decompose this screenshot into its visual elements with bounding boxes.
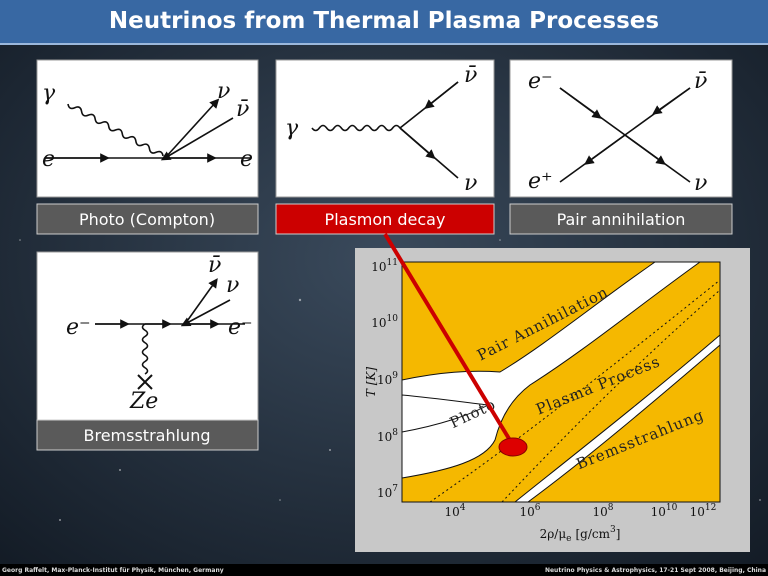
neutrino-line xyxy=(184,278,218,325)
particle-label: e⁻ xyxy=(66,315,91,340)
particle-label: e xyxy=(240,147,253,172)
pointer-ellipse xyxy=(498,437,528,457)
antineutrino-arrow xyxy=(424,81,459,109)
caption-box xyxy=(36,419,259,451)
nucleus-cross xyxy=(137,374,153,390)
caption: Photo (Compton) xyxy=(79,210,215,229)
white-band xyxy=(513,333,721,503)
white-band xyxy=(401,261,702,479)
tick-base: 10 xyxy=(371,260,386,274)
tick-exponent: 8 xyxy=(392,428,398,438)
tick-base: 10 xyxy=(377,373,392,387)
particle-label: ν xyxy=(226,273,239,298)
footer-right: Neutrino Physics & Astrophysics, 17-21 S… xyxy=(545,567,766,574)
title-bar xyxy=(0,0,768,43)
x-label-unit: [g/cm xyxy=(575,527,610,541)
x-label-close: ] xyxy=(616,527,621,541)
dotted-line xyxy=(429,279,721,503)
y-tick-label: 107 xyxy=(377,484,398,500)
antineutrino-line xyxy=(160,117,234,161)
tick-exponent: 11 xyxy=(387,258,398,268)
x-tick-label: 1012 xyxy=(690,503,717,519)
tick-base: 10 xyxy=(519,505,534,519)
caption-box-highlight xyxy=(275,203,495,235)
x-label-text: 2ρ/μ xyxy=(540,527,567,541)
particle-label: ν̄ xyxy=(208,253,221,278)
tick-base: 10 xyxy=(377,430,392,444)
caption-box xyxy=(509,203,733,235)
fermion-arrow xyxy=(584,134,626,165)
particle-label: ν xyxy=(694,171,707,196)
caption-box xyxy=(36,203,259,235)
photon-line xyxy=(67,103,164,157)
antineutrino-line xyxy=(180,299,231,327)
particle-label: ν xyxy=(464,171,477,196)
tick-base: 10 xyxy=(592,505,607,519)
caption: Bremsstrahlung xyxy=(84,426,211,445)
y-tick-label: 109 xyxy=(377,371,398,387)
neutrino-arrow xyxy=(399,127,436,160)
tick-base: 10 xyxy=(651,505,666,519)
tick-base: 10 xyxy=(377,486,392,500)
x-tick-label: 1010 xyxy=(651,503,678,519)
antineutrino-arrow xyxy=(652,87,691,115)
tick-exponent: 6 xyxy=(535,503,541,513)
particle-label: γ xyxy=(285,116,299,141)
particle-label: ν̄ xyxy=(694,69,707,94)
diagram-box xyxy=(509,59,733,198)
tick-exponent: 12 xyxy=(705,503,716,513)
diagram-box xyxy=(36,251,259,421)
caption: Plasmon decay xyxy=(325,210,446,229)
particle-label: ν̄ xyxy=(236,97,249,122)
diagram-box xyxy=(36,59,259,198)
footer-bar xyxy=(0,564,768,576)
particle-label: γ xyxy=(42,81,56,106)
stars xyxy=(19,239,761,521)
slide-title: Neutrinos from Thermal Plasma Processes xyxy=(109,8,659,34)
tick-exponent: 7 xyxy=(392,484,398,494)
neutrino-line xyxy=(164,98,220,159)
particle-label: e xyxy=(42,147,55,172)
photon-line xyxy=(141,323,149,375)
x-tick-label: 108 xyxy=(592,503,613,519)
fermion-arrow xyxy=(559,87,602,119)
x-label-subscript: e xyxy=(566,534,571,544)
x-label-exponent: 3 xyxy=(610,525,616,535)
neutrino-arrow xyxy=(624,134,666,165)
tick-exponent: 10 xyxy=(387,314,399,324)
x-axis-label: 2ρ/μe [g/cm3] xyxy=(540,525,621,544)
pointer-line xyxy=(383,232,513,444)
particle-label: e⁻ xyxy=(228,315,253,340)
x-tick-label: 106 xyxy=(519,503,540,519)
particle-label: Ze xyxy=(129,389,158,414)
tick-exponent: 9 xyxy=(392,371,398,381)
footer-left: Georg Raffelt, Max-Planck-Institut für P… xyxy=(2,567,224,574)
region-boundaries xyxy=(401,261,721,503)
y-tick-label: 1011 xyxy=(371,258,398,274)
particle-label: ν xyxy=(217,79,230,104)
particle-label: ν̄ xyxy=(464,63,477,88)
y-tick-label: 108 xyxy=(377,428,398,444)
x-tick-label: 104 xyxy=(444,503,465,519)
y-tick-label: 1010 xyxy=(371,314,398,330)
particle-label: e⁻ xyxy=(528,69,553,94)
photon-line xyxy=(311,124,401,132)
title-rule xyxy=(0,43,768,45)
caption: Pair annihilation xyxy=(557,210,686,229)
y-axis-label: T [K] xyxy=(364,367,378,397)
particle-label: e⁺ xyxy=(528,169,553,194)
tick-exponent: 4 xyxy=(460,503,466,513)
tick-base: 10 xyxy=(371,316,386,330)
tick-base: 10 xyxy=(690,505,705,519)
tick-exponent: 8 xyxy=(608,503,614,513)
tick-exponent: 10 xyxy=(666,503,678,513)
tick-base: 10 xyxy=(444,505,459,519)
